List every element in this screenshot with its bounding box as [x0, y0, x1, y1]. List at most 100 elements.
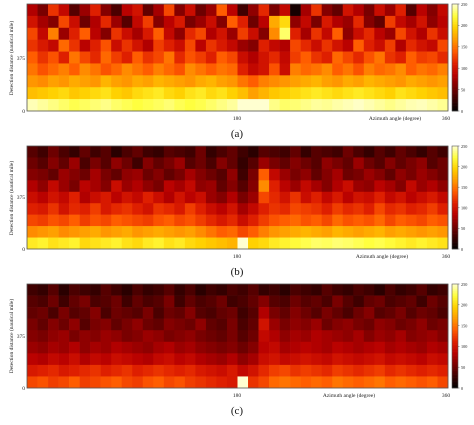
heatmap-cell	[332, 307, 344, 319]
heatmap-cell	[395, 341, 407, 354]
colorbar-segment	[452, 75, 458, 78]
heatmap-cell	[332, 284, 344, 296]
heatmap-cell	[311, 376, 323, 389]
heatmap-cell	[153, 27, 165, 40]
heatmap-cell	[426, 146, 438, 158]
heatmap-cell	[300, 203, 312, 215]
heatmap-cell	[426, 27, 438, 40]
heatmap-cell	[37, 75, 49, 88]
colorbar-segment	[452, 187, 458, 190]
colorbar-segment	[452, 146, 458, 149]
colorbar-segment	[452, 386, 458, 389]
heatmap-cell	[342, 284, 354, 296]
colorbar-segment	[452, 34, 458, 37]
heatmap-cell	[332, 63, 344, 76]
heatmap-cell	[353, 364, 365, 377]
heatmap-cell	[69, 353, 80, 366]
heatmap-cell	[226, 307, 238, 319]
heatmap-cell	[342, 191, 354, 204]
colorbar-segment	[452, 223, 458, 226]
heatmap-cell	[353, 203, 365, 215]
heatmap-cell	[69, 51, 80, 64]
plot-frame-c	[26, 283, 449, 389]
heatmap-cell	[395, 157, 407, 170]
heatmap-cell	[353, 341, 365, 354]
heatmap-cell	[174, 51, 186, 64]
heatmap-cell	[163, 168, 175, 181]
heatmap-cell	[311, 226, 323, 238]
colorbar-segment	[452, 171, 458, 174]
heatmap-cell	[332, 146, 344, 158]
heatmap-cell	[321, 364, 333, 377]
heatmap-cell	[184, 376, 196, 389]
heatmap-cell	[27, 39, 38, 52]
heatmap-cell	[395, 191, 407, 204]
colorbar-segment	[452, 183, 458, 186]
heatmap-cell	[248, 63, 259, 76]
heatmap-cell	[111, 87, 123, 100]
colorbar-tick-label: 250	[461, 2, 467, 7]
heatmap-cell	[321, 168, 333, 181]
heatmap-cell	[311, 157, 323, 170]
heatmap-cell	[205, 168, 217, 181]
heatmap-cell	[290, 284, 301, 296]
heatmap-cell	[437, 353, 449, 366]
heatmap-cell	[342, 214, 354, 227]
heatmap-cell	[416, 27, 428, 40]
heatmap-cell	[216, 284, 228, 296]
heatmap-cell	[363, 341, 375, 354]
heatmap-cell	[174, 4, 186, 17]
heatmap-cell	[342, 353, 354, 366]
heatmap-cell	[363, 87, 375, 100]
heatmap-cell	[416, 15, 428, 29]
heatmap-cell	[69, 364, 80, 377]
heatmap-cell	[79, 15, 91, 29]
colorbar-segment	[452, 156, 458, 159]
heatmap-cell	[226, 99, 238, 112]
heatmap-cell	[163, 330, 175, 343]
heatmap-cell	[184, 87, 196, 100]
heatmap-cell	[405, 226, 417, 238]
heatmap-cell	[416, 295, 428, 308]
heatmap-cell	[290, 214, 301, 227]
heatmap-cell	[205, 284, 217, 296]
heatmap-cell	[237, 180, 249, 193]
heatmap-cell	[269, 203, 280, 215]
colorbar-segment	[452, 342, 458, 345]
colorbar-segment	[452, 182, 458, 185]
heatmap-cell	[290, 87, 301, 100]
heatmap-cell	[216, 203, 228, 215]
heatmap-cell	[416, 376, 428, 389]
heatmap-cell	[405, 75, 417, 88]
heatmap-cell	[321, 180, 333, 193]
heatmap-cell	[342, 318, 354, 331]
colorbar-segment	[452, 243, 458, 246]
colorbar-segment	[452, 176, 458, 179]
colorbar-segment	[452, 89, 458, 92]
heatmap-cell	[121, 353, 133, 366]
heatmap-cell	[321, 353, 333, 366]
heatmap-cell	[100, 75, 112, 88]
heatmap-cell	[100, 214, 112, 227]
heatmap-cell	[142, 180, 154, 193]
heatmap-cell	[132, 237, 144, 250]
heatmap-cell	[300, 376, 312, 389]
heatmap-cell	[216, 157, 228, 170]
heatmap-cell	[321, 146, 333, 158]
heatmap-cell	[374, 87, 386, 100]
heatmap-cell	[384, 214, 396, 227]
heatmap-cell	[132, 51, 144, 64]
heatmap-cell	[142, 318, 154, 331]
heatmap-cell	[311, 15, 323, 29]
heatmap-cell	[216, 226, 228, 238]
heatmap-cell	[100, 39, 112, 52]
heatmap-cell	[205, 364, 217, 377]
colorbar-segment	[452, 98, 458, 101]
heatmap-cell	[174, 180, 186, 193]
heatmap-cell	[300, 214, 312, 227]
heatmap-cell	[311, 168, 323, 181]
heatmap-cell	[384, 237, 396, 250]
heatmap-cell	[27, 318, 38, 331]
heatmap-cell	[79, 191, 91, 204]
heatmap-cell	[311, 191, 323, 204]
